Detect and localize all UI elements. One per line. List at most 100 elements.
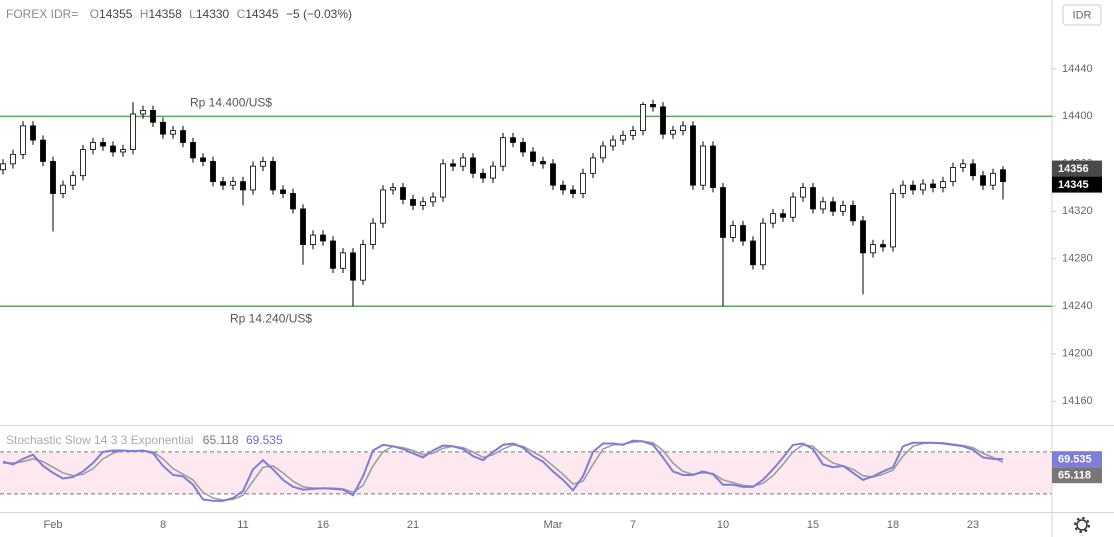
candle-body [920, 183, 926, 191]
candle-body [710, 145, 716, 188]
candle-body [390, 187, 396, 191]
gear[interactable] [1076, 519, 1088, 531]
candle-body [250, 165, 256, 191]
candle-body [550, 163, 556, 186]
candle-body [90, 142, 96, 150]
x-tick-label: 18 [887, 519, 899, 531]
candle-body [190, 142, 196, 159]
candle-body [740, 225, 746, 242]
candle-body [800, 187, 806, 198]
candle-body [310, 234, 316, 245]
candle-body [690, 125, 696, 186]
candle-body [360, 244, 366, 281]
candle-body [430, 196, 436, 203]
indicator-band-layer [0, 451, 1052, 495]
candle-body [840, 204, 846, 212]
candle-body [720, 187, 726, 238]
candle-body [80, 149, 86, 177]
candle-body [490, 165, 496, 179]
change: −5 (−0.03%) [286, 7, 352, 21]
header: FOREX IDR= O14355 H14358 L14330 C14345 −… [6, 7, 352, 21]
candle-body [320, 234, 326, 242]
indicator-value: 65.118 [203, 433, 239, 447]
candle-body [570, 189, 576, 194]
candle-body [200, 157, 206, 162]
x-tick-label: 8 [160, 519, 166, 531]
candle-body [470, 157, 476, 174]
candle-body [880, 244, 886, 248]
x-tick-label: Feb [44, 519, 63, 531]
candle-body [910, 184, 916, 191]
indicator-line [3, 440, 1004, 501]
x-tick-label: 15 [807, 519, 819, 531]
candle-body [580, 172, 586, 194]
candle-body [900, 184, 906, 194]
candle-body [560, 184, 566, 191]
candle-body [970, 163, 976, 177]
candle-body [940, 181, 946, 188]
candle-body [980, 175, 986, 186]
settings-icon[interactable] [1074, 517, 1090, 533]
indicator-band [0, 451, 1052, 494]
indicator-value: 69.535 [246, 433, 283, 447]
symbol: FOREX IDR= [6, 7, 78, 21]
y-tick-label: 14320 [1062, 205, 1093, 217]
candle-body [0, 163, 6, 171]
candle-body [40, 139, 46, 162]
candle-body [120, 149, 126, 153]
level-label: Rp 14.240/US$ [230, 311, 312, 325]
candle-body [10, 153, 16, 165]
candle-body [130, 113, 136, 150]
x-tick-label: Mar [544, 519, 563, 531]
candle-body [500, 137, 506, 167]
currency-button[interactable] [1062, 4, 1102, 26]
candle-body [730, 225, 736, 238]
candle-body [850, 204, 856, 222]
candle-body [660, 106, 666, 135]
candle-body [220, 181, 226, 186]
candle-body [380, 189, 386, 224]
currency-label[interactable]: IDR [1073, 9, 1092, 21]
y-tick-label: 14200 [1062, 348, 1093, 360]
candle-body [590, 157, 596, 174]
candle-body [350, 252, 356, 281]
candle-body [650, 104, 656, 108]
candle-body [400, 187, 406, 200]
candle-body [340, 252, 346, 269]
indicator-value-tag: 65.118 [1058, 470, 1091, 482]
candle-body [410, 199, 416, 206]
candle-body [30, 125, 36, 141]
candle-body [460, 157, 466, 167]
gear-teeth[interactable] [1074, 517, 1090, 533]
candle-body [640, 104, 646, 131]
indicator-value-tag: 69.535 [1058, 454, 1092, 466]
indicator-value-tag-bg [1052, 451, 1102, 468]
ohlc-value: 14330 [196, 7, 230, 21]
candle-body [270, 161, 276, 191]
level-label: Rp 14.400/US$ [190, 96, 272, 110]
candle-body [750, 240, 756, 266]
candle-body [100, 142, 106, 147]
candle-body [950, 166, 956, 183]
ohlc-value: 14355 [99, 7, 133, 21]
indicator-title: Stochastic Slow 14 3 3 Exponential [6, 433, 193, 447]
candle-body [990, 172, 996, 186]
candle-body [420, 201, 426, 206]
price-marker-label: 14356 [1058, 163, 1089, 175]
candle-body [240, 181, 246, 191]
candle-body [770, 213, 776, 224]
candle-body [50, 161, 56, 194]
candle-body [140, 110, 146, 115]
y-tick-label: 14440 [1062, 63, 1093, 75]
y-tick-label: 14400 [1062, 110, 1093, 122]
candle-body [780, 213, 786, 218]
ohlc-label: L [189, 7, 196, 21]
candle-body [20, 125, 26, 155]
candle-body [670, 130, 676, 135]
indicator-line [2, 439, 1004, 502]
candle-body [510, 137, 516, 143]
candle-body [150, 110, 156, 123]
candle-body [610, 139, 616, 147]
indicator-header: Stochastic Slow 14 3 3 Exponential 65.11… [6, 433, 283, 447]
